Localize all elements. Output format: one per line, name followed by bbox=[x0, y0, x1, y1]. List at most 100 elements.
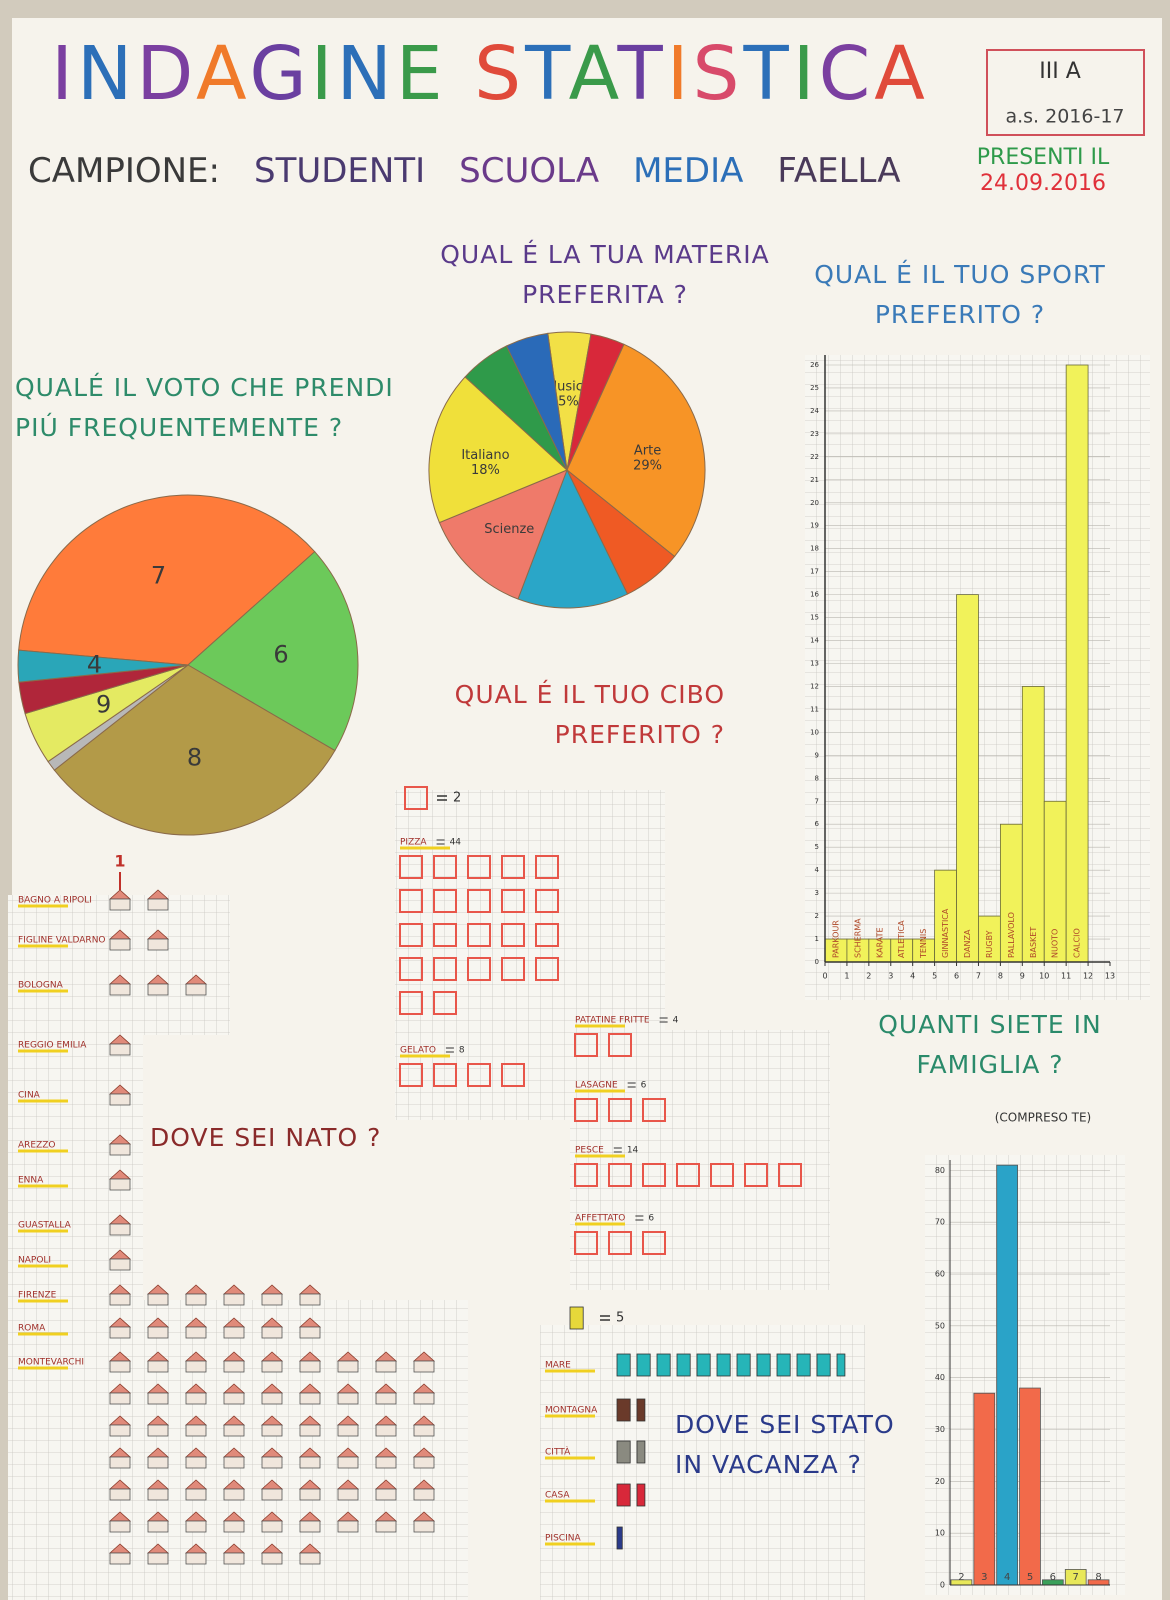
pictogram-icon bbox=[375, 1360, 397, 1373]
x-tick-label: 3 bbox=[888, 972, 893, 981]
pictogram-row bbox=[108, 889, 170, 911]
chart-subtitle: (COMPRESO TE) bbox=[995, 1111, 1092, 1125]
pictogram-icon bbox=[413, 1488, 435, 1501]
pictogram-icon bbox=[836, 1353, 846, 1377]
category-label: AFFETTATO bbox=[575, 1214, 625, 1224]
pictogram-icon bbox=[399, 923, 423, 947]
pictogram-icon bbox=[796, 1353, 811, 1377]
pictogram-icon bbox=[616, 1440, 631, 1464]
slice-label: 4 bbox=[87, 651, 102, 679]
category-label: MONTEVARCHI bbox=[18, 1358, 84, 1368]
x-tick-label: 13 bbox=[1105, 972, 1115, 981]
category-label: DANZA bbox=[963, 929, 972, 958]
category-label: BASKET bbox=[1029, 927, 1038, 958]
pictogram-row bbox=[399, 1063, 525, 1087]
class-label: III A bbox=[1039, 59, 1081, 84]
pictogram-icon bbox=[261, 1360, 283, 1373]
category-label: ENNA bbox=[18, 1176, 44, 1186]
category-label: ATLETICA bbox=[897, 920, 906, 958]
pictogram-icon bbox=[642, 1163, 666, 1187]
pictogram-icon bbox=[467, 855, 491, 879]
pictogram-icon bbox=[109, 1326, 131, 1339]
y-tick-label: 40 bbox=[935, 1373, 945, 1382]
pictogram-icon bbox=[736, 1353, 751, 1377]
pictogram-icon bbox=[608, 1098, 632, 1122]
pictogram-icon bbox=[535, 855, 559, 879]
pictogram-icon bbox=[109, 1360, 131, 1373]
category-label: 2 bbox=[958, 1572, 964, 1583]
pictogram-icon bbox=[185, 1326, 207, 1339]
slice-label: Italiano bbox=[461, 448, 509, 463]
pictogram-icon bbox=[299, 1392, 321, 1405]
pictogram-icon bbox=[109, 898, 131, 911]
pictogram-row bbox=[574, 1163, 802, 1187]
pictogram-icon bbox=[147, 1360, 169, 1373]
category-label: NUOTO bbox=[1051, 929, 1060, 958]
pictogram-icon bbox=[299, 1424, 321, 1437]
y-tick-label: 60 bbox=[935, 1270, 945, 1279]
pictogram-icon bbox=[109, 1488, 131, 1501]
pictogram-row bbox=[616, 1526, 623, 1550]
bar bbox=[1019, 1387, 1041, 1586]
pictogram-icon bbox=[676, 1163, 700, 1187]
chart-title-box: QUANTI SIETE IN FAMIGLIA ? bbox=[878, 1010, 1101, 1079]
category-label: BAGNO A RIPOLI bbox=[18, 896, 92, 906]
school-year: a.s. 2016-17 bbox=[1005, 106, 1124, 128]
pictogram-icon bbox=[185, 1552, 207, 1565]
pictogram-icon bbox=[636, 1353, 651, 1377]
pictogram-icon bbox=[616, 1483, 631, 1507]
pictogram-legend bbox=[569, 1306, 584, 1330]
pictogram-icon bbox=[375, 1488, 397, 1501]
category-label: TENNIS bbox=[919, 929, 928, 959]
pictogram-icon bbox=[185, 983, 207, 996]
x-tick-label: 10 bbox=[1039, 972, 1049, 981]
pictogram-row bbox=[108, 1034, 132, 1056]
category-label: PESCE bbox=[575, 1146, 604, 1156]
class-box bbox=[986, 49, 1145, 136]
pictogram-row bbox=[108, 1317, 322, 1339]
pictogram-icon bbox=[501, 855, 525, 879]
pictogram-icon bbox=[399, 991, 423, 1015]
y-tick-label: 25 bbox=[810, 384, 819, 392]
category-label: PATATINE FRITTE bbox=[575, 1016, 650, 1026]
x-tick-label: 1 bbox=[844, 972, 849, 981]
pictogram-icon bbox=[574, 1231, 598, 1255]
pictogram-icon bbox=[147, 1488, 169, 1501]
pictogram-icon bbox=[375, 1392, 397, 1405]
category-label: CINA bbox=[18, 1091, 41, 1101]
pictogram-icon bbox=[467, 957, 491, 981]
pictogram-icon bbox=[399, 889, 423, 913]
category-label: REGGIO EMILIA bbox=[18, 1041, 87, 1051]
pictogram-icon bbox=[337, 1456, 359, 1469]
y-tick-label: 0 bbox=[815, 958, 819, 966]
pictogram-icon bbox=[185, 1424, 207, 1437]
pictogram-icon bbox=[501, 923, 525, 947]
pictogram-icon bbox=[109, 1223, 131, 1236]
y-tick-label: 1 bbox=[815, 935, 819, 943]
category-label: PISCINA bbox=[545, 1534, 581, 1544]
pictogram-icon bbox=[299, 1360, 321, 1373]
pictogram-icon bbox=[433, 957, 457, 981]
x-tick-label: 7 bbox=[976, 972, 981, 981]
pictogram-icon bbox=[109, 1178, 131, 1191]
value-label: 6 bbox=[641, 1081, 647, 1091]
y-tick-label: 3 bbox=[815, 889, 819, 897]
pie-slice bbox=[187, 550, 359, 752]
value-label: 8 bbox=[459, 1046, 465, 1056]
graph-board bbox=[8, 895, 230, 1035]
pictogram-icon bbox=[337, 1392, 359, 1405]
pictogram-row bbox=[108, 1284, 322, 1306]
category-label: ROMA bbox=[18, 1324, 46, 1334]
x-tick-label: 0 bbox=[822, 972, 827, 981]
pictogram-icon bbox=[185, 1360, 207, 1373]
pictogram-icon bbox=[109, 1143, 131, 1156]
y-tick-label: 12 bbox=[810, 682, 819, 690]
pictogram-icon bbox=[375, 1456, 397, 1469]
pictogram-icon bbox=[109, 1258, 131, 1271]
legend-value: 5 bbox=[616, 1311, 624, 1326]
category-label: KARATE bbox=[875, 927, 884, 958]
pictogram-icon bbox=[109, 1456, 131, 1469]
pictogram-icon bbox=[636, 1440, 646, 1464]
pictogram-icon bbox=[147, 1326, 169, 1339]
